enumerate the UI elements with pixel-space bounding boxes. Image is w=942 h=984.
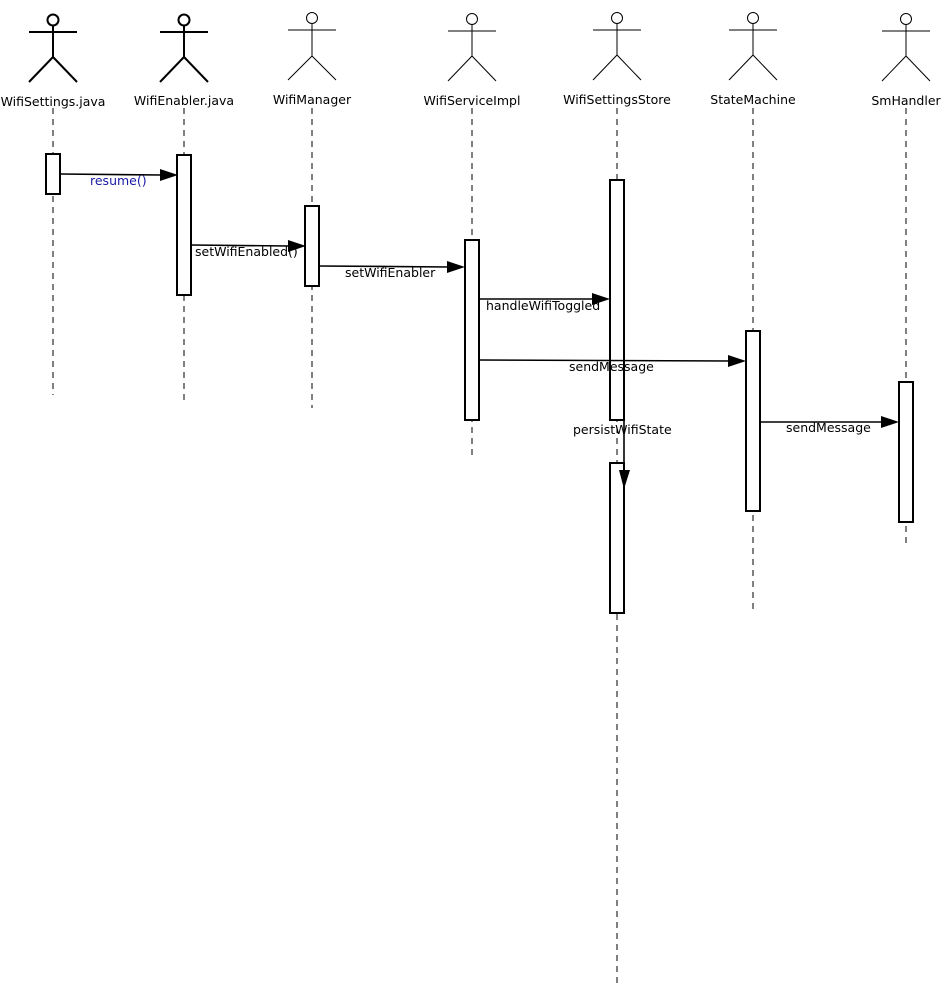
arrow-head-icon [592,293,610,305]
activation-wifisettings[interactable] [45,153,61,195]
message-label: resume() [90,173,147,188]
actor-label: WifiSettingsStore [563,92,671,107]
message-label: setWifiEnabled() [195,244,298,259]
arrow-head-icon [447,261,465,273]
actor-statemachine[interactable]: StateMachine [710,12,796,108]
message-resume[interactable]: resume() [59,169,178,188]
arrow-head-icon [619,470,630,489]
activation-wifimanager[interactable] [304,205,320,287]
activation-wifisettingsstore-2[interactable] [609,462,625,614]
message-label: sendMessage [786,420,871,435]
message-label: setWifiEnabler [345,265,436,280]
message-label: sendMessage [569,359,654,374]
arrow-head-icon [728,355,746,367]
stick-figure-icon [592,12,642,81]
message-arrow-line [190,244,291,247]
activation-wifisettingsstore-1[interactable] [609,179,625,421]
actor-label: WifiEnabler.java [134,93,234,108]
stick-figure-icon [728,12,778,81]
stick-figure-icon [159,13,209,83]
activation-wifiserviceimpl[interactable] [464,239,480,421]
message-sendmessage-2[interactable]: sendMessage [760,416,899,435]
actor-label: SmHandler [871,93,941,108]
actor-wifisettingsstore[interactable]: WifiSettingsStore [563,12,671,108]
message-arrow-line [478,359,731,362]
message-arrow-line [59,173,163,176]
activation-statemachine[interactable] [745,330,761,512]
message-handlewifitoggled[interactable]: handleWifiToggled [479,293,610,313]
message-label: persistWifiState [573,422,672,437]
message-label: handleWifiToggled [486,298,600,313]
actor-smhandler[interactable]: SmHandler [871,13,942,109]
actor-label: WifiServiceImpl [424,93,521,108]
activation-smhandler[interactable] [898,381,914,523]
stick-figure-icon [447,13,497,82]
actor-label: WifiManager [273,92,352,107]
message-sendmessage-1[interactable]: sendMessage [478,355,746,374]
actor-wifisettings[interactable]: WifiSettings.java [1,13,106,110]
activation-wifienabler[interactable] [176,154,192,296]
message-setwifienabler[interactable]: setWifiEnabler [318,261,465,280]
stick-figure-icon [287,12,337,81]
actor-wifienabler[interactable]: WifiEnabler.java [134,13,234,109]
actor-label: StateMachine [710,92,796,107]
arrow-head-icon [881,416,899,428]
message-setwifienabled[interactable]: setWifiEnabled() [190,240,306,259]
stick-figure-icon [28,13,78,83]
actor-wifiserviceimpl[interactable]: WifiServiceImpl [424,13,521,109]
arrow-head-icon [160,169,178,181]
arrow-head-icon [288,240,306,252]
message-persistwifistate[interactable]: persistWifiState [573,420,672,489]
actor-wifimanager[interactable]: WifiManager [273,12,352,108]
message-arrow-line [318,265,450,268]
stick-figure-icon [881,13,931,82]
actor-label: WifiSettings.java [1,94,106,109]
